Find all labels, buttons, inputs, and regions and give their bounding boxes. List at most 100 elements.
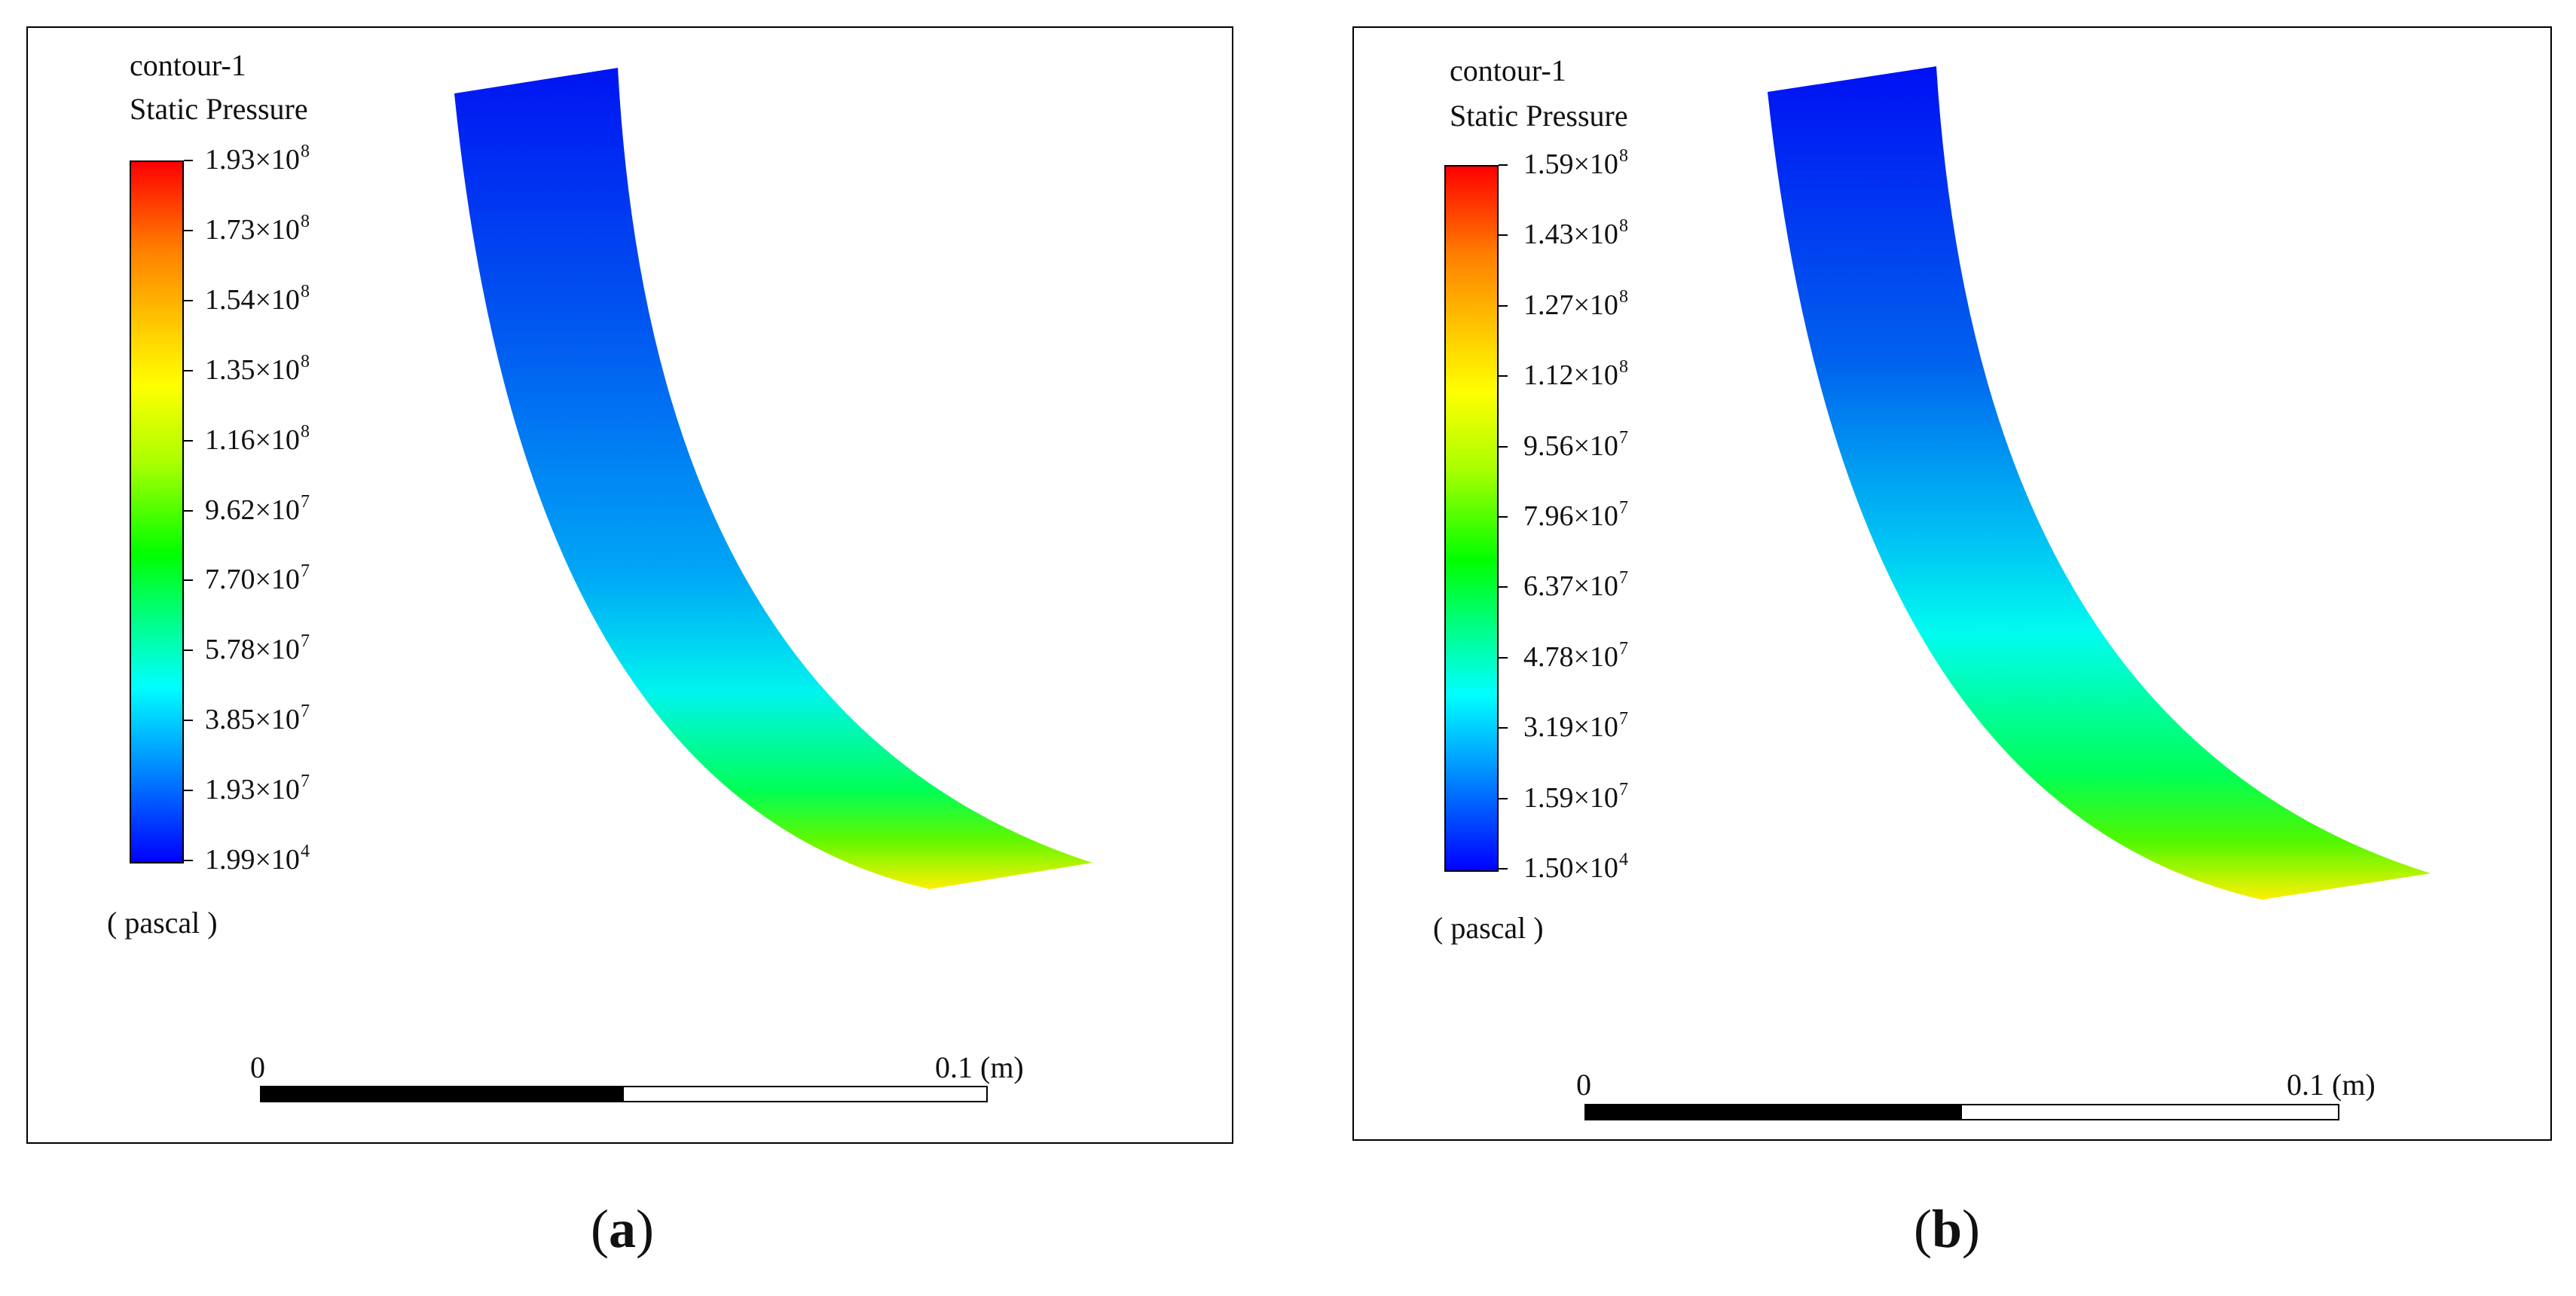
colorbar-tick-label: 7.70×107 xyxy=(205,562,310,596)
blade-surface xyxy=(454,68,1092,889)
tick-times-ten: ×10 xyxy=(1573,570,1618,603)
scale-zero-label: 0 xyxy=(250,1050,265,1084)
tick-exponent: 7 xyxy=(1618,498,1628,518)
tick-mantissa: 1.54 xyxy=(205,283,255,316)
tick-exponent: 7 xyxy=(300,491,310,512)
contour-name: contour-1 xyxy=(130,48,246,82)
scale-bar xyxy=(1584,1104,2339,1120)
tick-times-ten: ×10 xyxy=(255,564,300,596)
colorbar-tick-mark xyxy=(184,579,193,582)
scale-bar xyxy=(260,1086,988,1102)
tick-times-ten: ×10 xyxy=(1573,640,1618,673)
tick-times-ten: ×10 xyxy=(255,144,300,176)
scale-end-label: 0.1 (m) xyxy=(2287,1068,2376,1102)
tick-mantissa: 3.19 xyxy=(1523,711,1574,744)
tick-times-ten: ×10 xyxy=(255,774,300,806)
caption-letter: a xyxy=(608,1199,636,1259)
variable-name: Static Pressure xyxy=(130,92,308,126)
pressure-contour-shape xyxy=(454,68,1092,889)
tick-mantissa: 1.59 xyxy=(1523,781,1574,814)
colorbar-tick-mark xyxy=(184,509,193,512)
tick-times-ten: ×10 xyxy=(255,634,300,666)
colorbar-tick-mark xyxy=(184,720,193,722)
colorbar xyxy=(130,160,184,863)
caption-letter: b xyxy=(1931,1199,1963,1259)
tick-times-ten: ×10 xyxy=(255,844,300,876)
colorbar-tick-label: 1.59×108 xyxy=(1523,147,1628,180)
colorbar-tick-label: 1.93×108 xyxy=(205,142,310,176)
tick-mantissa: 9.56 xyxy=(1523,429,1574,462)
tick-times-ten: ×10 xyxy=(255,353,300,386)
tick-exponent: 7 xyxy=(1618,709,1628,729)
tick-exponent: 8 xyxy=(300,421,310,442)
tick-times-ten: ×10 xyxy=(1573,711,1618,744)
colorbar-tick-label: 1.54×108 xyxy=(205,283,310,316)
tick-mantissa: 6.37 xyxy=(1523,570,1574,603)
tick-times-ten: ×10 xyxy=(1573,359,1618,392)
tick-exponent: 8 xyxy=(300,351,310,371)
colorbar-tick-label: 1.27×108 xyxy=(1523,288,1628,321)
tick-mantissa: 3.85 xyxy=(205,704,255,736)
tick-mantissa: 1.93 xyxy=(205,144,255,176)
colorbar-tick-label: 1.12×108 xyxy=(1523,358,1628,392)
colorbar-tick-label: 3.85×107 xyxy=(205,702,310,736)
unit-label: ( pascal ) xyxy=(1433,911,1544,945)
colorbar-tick-mark xyxy=(184,229,193,231)
tick-exponent: 4 xyxy=(300,842,310,861)
colorbar-tick-label: 4.78×107 xyxy=(1523,640,1628,673)
tick-mantissa: 1.93 xyxy=(205,774,255,806)
tick-times-ten: ×10 xyxy=(255,494,300,526)
scale-end-label: 0.1 (m) xyxy=(935,1050,1024,1084)
colorbar-tick-label: 1.99×104 xyxy=(205,842,310,876)
tick-exponent: 8 xyxy=(300,142,310,161)
colorbar-tick-label: 1.35×108 xyxy=(205,353,310,386)
tick-times-ten: ×10 xyxy=(255,423,300,456)
caption-close: ) xyxy=(635,1199,654,1259)
tick-exponent: 7 xyxy=(1618,638,1628,659)
pressure-contour-shape xyxy=(1768,66,2431,900)
colorbar-tick-mark xyxy=(184,439,193,442)
contour-name: contour-1 xyxy=(1450,53,1566,87)
tick-mantissa: 7.70 xyxy=(205,564,255,596)
colorbar-tick-mark xyxy=(1499,516,1508,518)
tick-exponent: 7 xyxy=(1618,427,1628,448)
colorbar-tick-label: 6.37×107 xyxy=(1523,569,1628,603)
colorbar-tick-label: 1.59×107 xyxy=(1523,781,1628,814)
caption-open: ( xyxy=(1914,1199,1932,1259)
blade-surface xyxy=(1768,66,2431,900)
colorbar-tick-mark xyxy=(1499,797,1508,799)
tick-exponent: 4 xyxy=(1618,850,1628,870)
colorbar-tick-mark xyxy=(1499,727,1508,729)
variable-name: Static Pressure xyxy=(1450,99,1628,133)
colorbar xyxy=(1444,165,1499,872)
colorbar-tick-mark xyxy=(1499,656,1508,659)
colorbar-tick-mark xyxy=(1499,868,1508,870)
tick-times-ten: ×10 xyxy=(1573,148,1618,180)
colorbar-tick-label: 5.78×107 xyxy=(205,632,310,666)
tick-exponent: 7 xyxy=(1618,779,1628,799)
colorbar-tick-label: 1.93×107 xyxy=(205,772,310,806)
tick-exponent: 8 xyxy=(1618,146,1628,166)
colorbar-tick-label: 9.62×107 xyxy=(205,493,310,526)
tick-exponent: 7 xyxy=(1618,568,1628,588)
unit-label: ( pascal ) xyxy=(107,906,218,940)
caption-close: ) xyxy=(1962,1199,1981,1259)
tick-exponent: 8 xyxy=(300,281,310,301)
colorbar-tick-mark xyxy=(184,790,193,792)
panel-b: contour-1 Static Pressure 1.59×108 1.43×1… xyxy=(1352,26,2552,1141)
colorbar-tick-mark xyxy=(184,860,193,861)
colorbar-tick-mark xyxy=(184,650,193,652)
scale-zero-label: 0 xyxy=(1576,1068,1591,1102)
tick-mantissa: 1.99 xyxy=(205,844,255,876)
tick-exponent: 8 xyxy=(300,211,310,231)
caption-b: (b) xyxy=(1914,1202,1980,1256)
tick-mantissa: 1.50 xyxy=(1523,852,1574,884)
colorbar-tick-label: 1.16×108 xyxy=(205,423,310,456)
tick-times-ten: ×10 xyxy=(255,213,300,246)
tick-exponent: 7 xyxy=(300,772,310,792)
panel-a: contour-1 Static Pressure 1.93×108 1.73×1… xyxy=(26,26,1233,1144)
colorbar-tick-mark xyxy=(1499,586,1508,588)
tick-times-ten: ×10 xyxy=(1573,289,1618,321)
colorbar-tick-mark xyxy=(184,299,193,301)
tick-times-ten: ×10 xyxy=(1573,500,1618,532)
